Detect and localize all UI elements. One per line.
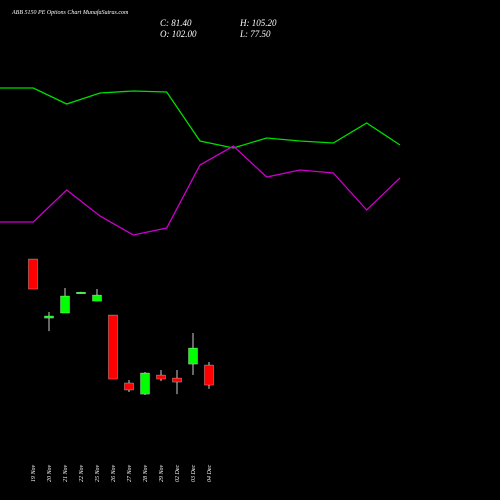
high-label: H: 105.20 bbox=[239, 18, 277, 28]
open-label: O: 102.00 bbox=[160, 29, 197, 39]
x-tick-label: 25 Nov bbox=[95, 464, 101, 482]
candle-body bbox=[204, 364, 214, 386]
candle-body bbox=[124, 382, 134, 391]
candle-body bbox=[28, 258, 38, 290]
x-tick-label: 22 Nov bbox=[79, 464, 85, 482]
low-label: L: 77.50 bbox=[239, 29, 271, 39]
indicator-line bbox=[0, 145, 401, 236]
candle-body bbox=[76, 292, 86, 294]
candle-body bbox=[156, 374, 166, 380]
candle-body bbox=[188, 347, 198, 365]
candle-body bbox=[140, 372, 150, 395]
chart-title: ABB 5150 PE Options Chart MunafaSutras.c… bbox=[11, 9, 129, 16]
x-tick-label: 21 Nov bbox=[63, 464, 69, 482]
x-tick-label: 04 Dec bbox=[206, 465, 213, 482]
x-tick-label: 03 Dec bbox=[191, 465, 197, 482]
x-tick-label: 28 Nov bbox=[143, 464, 149, 482]
x-tick-label: 02 Dec bbox=[175, 465, 181, 482]
indicator-line bbox=[0, 87, 401, 149]
x-tick-label: 20 Nov bbox=[47, 464, 53, 482]
candle-body bbox=[60, 295, 70, 314]
x-tick-label: 29 Nov bbox=[159, 464, 165, 482]
candle-body bbox=[108, 314, 118, 380]
close-label: C: 81.40 bbox=[160, 18, 192, 28]
x-tick-label: 19 Nov bbox=[31, 464, 37, 482]
candle-body bbox=[92, 294, 102, 302]
x-tick-label: 26 Nov bbox=[111, 464, 117, 482]
x-tick-label: 27 Nov bbox=[127, 464, 133, 482]
candle-body bbox=[44, 315, 54, 319]
candle-body bbox=[172, 377, 182, 383]
